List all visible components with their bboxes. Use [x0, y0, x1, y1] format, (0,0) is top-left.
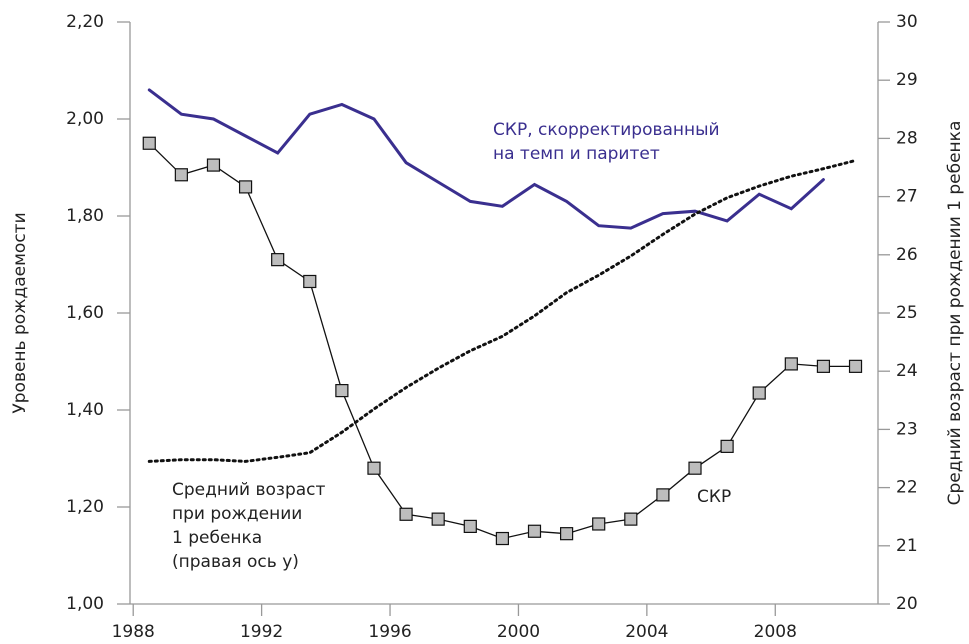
y2-tick-label: 22: [896, 478, 918, 498]
x-tick-label: 2004: [625, 622, 668, 642]
y2-tick-label: 23: [896, 419, 918, 439]
marker: [303, 274, 317, 289]
marker: [784, 357, 798, 371]
x-tick-label: 1992: [240, 622, 283, 642]
annotation: 1 ребенка: [172, 528, 262, 548]
annotation: на темп и паритет: [493, 144, 660, 164]
marker: [592, 517, 606, 531]
marker: [752, 386, 766, 400]
marker: [367, 461, 381, 475]
x-tick-label: 2000: [497, 622, 540, 642]
marker: [206, 158, 221, 172]
y2-tick-label: 24: [896, 361, 918, 381]
marker: [431, 512, 445, 526]
marker: [848, 359, 863, 373]
y-tick-label: 2,20: [66, 12, 104, 32]
annotation: СКР, скорректированный: [493, 120, 720, 140]
marker: [335, 384, 349, 398]
marker: [688, 461, 702, 475]
marker: [624, 512, 638, 526]
marker: [271, 253, 285, 267]
y-tick-label: 2,00: [66, 109, 104, 129]
marker: [816, 359, 831, 373]
annotation: СКР: [697, 487, 731, 507]
marker: [495, 531, 509, 546]
marker: [720, 439, 734, 453]
y-tick-label: 1,40: [66, 400, 104, 420]
x-tick-label: 2008: [754, 622, 797, 642]
marker: [560, 527, 574, 541]
dotted-line: [147, 159, 857, 463]
annotation: при рождении: [172, 504, 302, 524]
marker: [142, 136, 156, 150]
x-tick-label: 1988: [112, 622, 155, 642]
y-tick-label: 1,60: [66, 303, 104, 323]
marker: [238, 180, 253, 194]
y-axis-label: Уровень рождаемости: [10, 212, 30, 413]
marker: [527, 524, 542, 538]
y2-tick-label: 29: [896, 70, 918, 90]
y-tick-label: 1,80: [66, 206, 104, 226]
series-line: [147, 88, 825, 230]
marker: [399, 507, 413, 521]
y2-tick-label: 30: [896, 12, 918, 32]
y2-tick-label: 20: [896, 594, 918, 614]
marker: [656, 488, 670, 502]
y2-tick-label: 28: [896, 128, 918, 148]
x-tick-label: 1996: [368, 622, 411, 642]
y2-axis-label: Средний возраст при рождении 1 ребенка: [945, 121, 965, 506]
y-tick-label: 1,00: [66, 594, 104, 614]
annotation: (правая ось у): [172, 552, 299, 572]
y2-tick-label: 25: [896, 303, 918, 323]
y2-tick-label: 21: [896, 536, 918, 556]
marker: [174, 168, 188, 182]
y2-tick-label: 26: [896, 245, 918, 265]
annotation: Средний возраст: [172, 480, 326, 500]
y-tick-label: 1,20: [66, 497, 104, 517]
y2-tick-label: 27: [896, 187, 918, 207]
marker: [463, 519, 477, 534]
